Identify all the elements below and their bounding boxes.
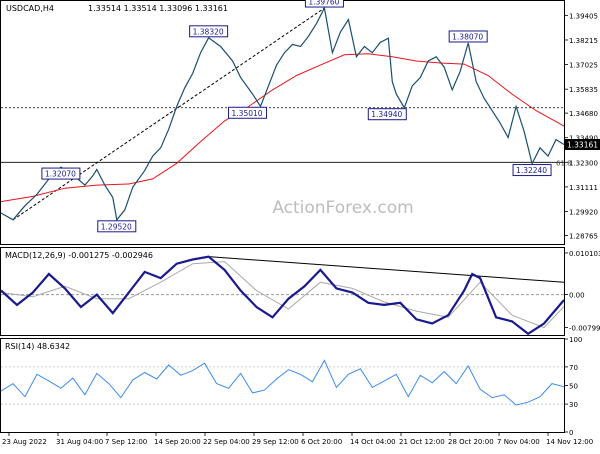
price-tick-label: 1.28765 [569, 232, 598, 240]
time-tick-label: 6 Oct 20:00 [301, 438, 342, 446]
macd-axis: 0.010103 0.00 -0.007998 [564, 250, 600, 333]
price-label-text: 1.38320 [193, 27, 224, 36]
current-price-marker: 1.33161 [565, 139, 600, 150]
rsi-tick-label: 0 [569, 429, 573, 437]
price-label-text: 1.34940 [371, 110, 402, 119]
time-tick-label: 31 Aug 04:00 [56, 438, 103, 446]
price-label-text: 1.32070 [45, 170, 76, 179]
time-tick-label: 29 Sep 12:00 [252, 438, 299, 446]
rsi-tick-label: 70 [569, 364, 578, 372]
rsi-plot-frame [1, 339, 565, 433]
price-label-text: 1.39760 [308, 0, 339, 7]
price-label-text: 1.35010 [232, 109, 263, 118]
price-tick-label: 1.32300 [569, 159, 598, 167]
rsi-tick-label: 30 [569, 401, 578, 409]
time-tick-label: 14 Nov 12:00 [546, 438, 593, 446]
rsi-panel: RSI(14) 48.6342 100 70 50 30 0 [1, 336, 583, 437]
macd-tick-label: 0.010103 [569, 250, 600, 258]
time-tick-label: 22 Sep 04:00 [203, 438, 250, 446]
price-label-text: 1.32240 [516, 166, 547, 175]
price-label-text: 1.38070 [452, 32, 483, 41]
fibonacci-label: 61.8 [556, 159, 572, 167]
price-label-text: 1.29520 [101, 222, 132, 231]
rsi-title: RSI(14) 48.6342 [5, 342, 70, 351]
rsi-axis: 100 70 50 30 0 [564, 336, 582, 437]
rsi-tick-label: 100 [569, 336, 582, 344]
price-panel: ActionForex.com USDCAD,H4 1.33514 1.3351… [1, 0, 600, 244]
moving-average-line [1, 54, 564, 202]
ohlc-values: 1.33514 1.33514 1.33096 1.33161 [88, 4, 228, 13]
support-resistance-lines [1, 108, 564, 163]
price-tick-label: 1.35835 [569, 86, 598, 94]
price-tick-label: 1.38215 [569, 37, 598, 45]
time-tick-label: 14 Oct 04:00 [350, 438, 396, 446]
rsi-tick-label: 50 [569, 383, 578, 391]
time-tick-label: 23 Aug 2022 [2, 438, 47, 446]
time-tick-label: 28 Oct 20:00 [448, 438, 494, 446]
price-tick-label: 1.37025 [569, 62, 598, 70]
price-tick-label: 1.39405 [569, 12, 598, 20]
price-axis: 1.394051.382151.370251.358351.346801.334… [564, 12, 598, 240]
macd-main-line [1, 257, 564, 334]
time-tick-label: 7 Sep 12:00 [105, 438, 147, 446]
macd-trendline [209, 257, 564, 283]
time-tick-label: 21 Oct 12:00 [399, 438, 445, 446]
uptrend-line [13, 8, 324, 220]
macd-title: MACD(12,26,9) -0.001275 -0.002946 [5, 251, 153, 260]
macd-tick-label: -0.007998 [569, 325, 600, 333]
price-tick-label: 1.29920 [569, 209, 598, 217]
time-tick-label: 7 Nov 04:00 [497, 438, 540, 446]
price-tick-label: 1.31111 [569, 184, 598, 192]
symbol-title: USDCAD,H4 [6, 4, 54, 13]
macd-tick-label: 0.00 [569, 292, 585, 300]
time-tick-label: 14 Sep 20:00 [154, 438, 201, 446]
watermark: ActionForex.com [272, 198, 413, 218]
current-price-label: 1.33161 [567, 141, 598, 150]
macd-panel: MACD(12,26,9) -0.001275 -0.002946 0.0101… [1, 248, 600, 336]
price-tick-label: 1.34680 [569, 110, 598, 118]
rsi-levels [1, 367, 564, 404]
macd-plot-frame [1, 248, 565, 336]
